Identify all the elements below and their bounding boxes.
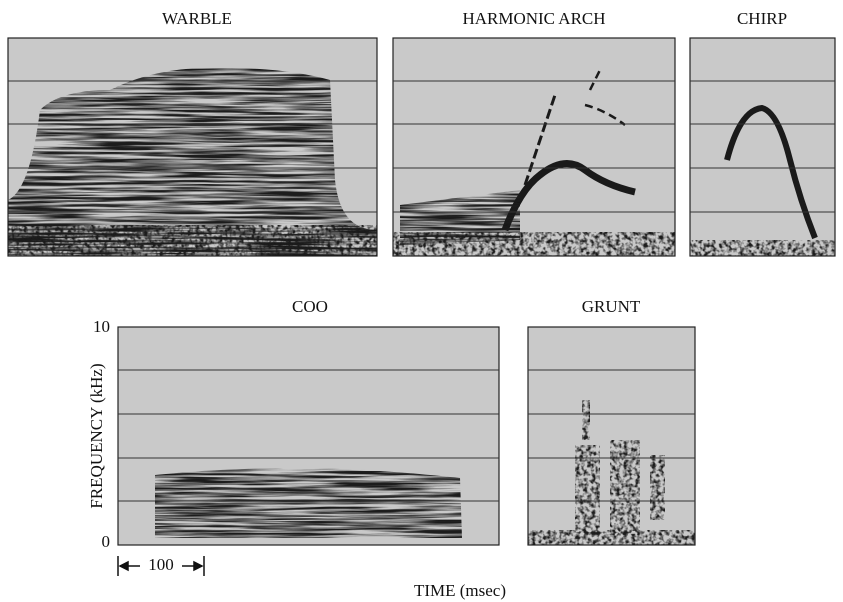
scale-bar-label: 100 — [148, 555, 174, 574]
grid-lines — [528, 369, 695, 502]
spectrogram-frame — [689, 37, 836, 257]
y-axis-label: FREQUENCY (kHz) — [87, 363, 106, 508]
y-tick-label: 10 — [93, 317, 110, 336]
grid-lines — [8, 80, 377, 213]
y-tick-label: 0 — [102, 532, 111, 551]
spectrogram-energy — [155, 468, 462, 538]
spectrogram-noise — [528, 530, 695, 545]
panel-title: GRUNT — [582, 297, 641, 316]
panel-title: HARMONIC ARCH — [462, 9, 605, 28]
spectrogram-noise — [690, 240, 835, 256]
harmonic-trace — [523, 94, 557, 186]
spectrogram-noise — [8, 225, 377, 256]
spectrogram-energy — [400, 190, 520, 245]
harmonic-trace — [584, 69, 626, 127]
panel-warble: WARBLE — [7, 9, 378, 257]
x-axis-label: TIME (msec) — [414, 581, 506, 600]
grid-lines — [118, 369, 499, 502]
spectrogram-noise — [393, 232, 675, 256]
panel-title: WARBLE — [162, 9, 232, 28]
panel-title: CHIRP — [737, 9, 787, 28]
panel-harmonic-arch: HARMONIC ARCH — [392, 9, 676, 257]
grid-lines — [393, 80, 675, 213]
scale-bar — [117, 556, 205, 576]
spectrogram-energy — [8, 67, 377, 256]
grid-lines — [690, 80, 835, 213]
panel-coo: COO — [117, 297, 500, 546]
panel-title: COO — [292, 297, 328, 316]
chirp-trace — [724, 104, 818, 240]
panel-grunt: GRUNT — [527, 297, 696, 546]
panel-chirp: CHIRP — [689, 9, 836, 257]
